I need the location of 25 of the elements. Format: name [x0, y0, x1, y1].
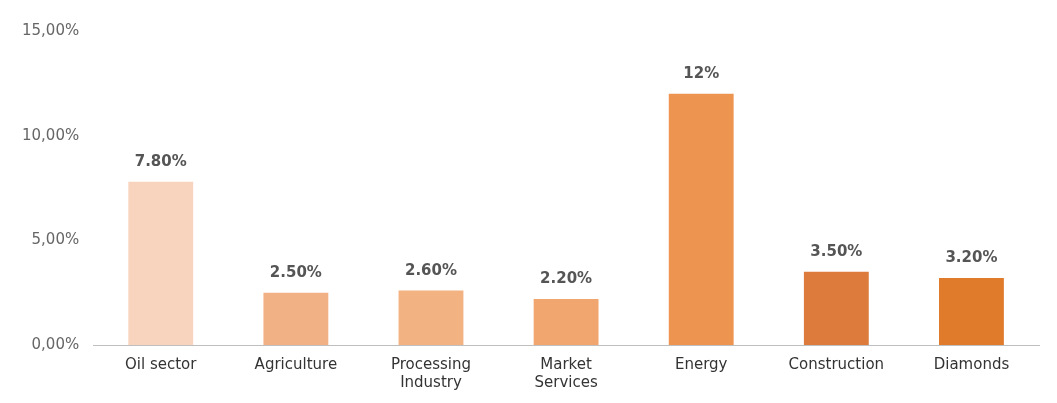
y-tick-label: 5,00% [31, 230, 80, 249]
y-tick-label: 15,00% [21, 20, 80, 39]
x-tick-label: Processing Industry [390, 354, 472, 391]
x-tick-label: Agriculture [254, 354, 338, 373]
data-label: 2.60% [404, 260, 458, 279]
bar [128, 181, 194, 345]
x-tick-label: Market Services [534, 354, 598, 391]
bar [803, 271, 869, 345]
x-tick-label: Construction [788, 354, 885, 373]
data-label: 2.50% [269, 263, 322, 282]
data-label: 3.20% [945, 248, 998, 267]
data-label: 3.50% [810, 242, 863, 261]
y-tick-label: 10,00% [21, 125, 80, 144]
bar [398, 290, 464, 345]
data-label: 2.20% [540, 269, 593, 288]
x-tick-label: Energy [674, 354, 728, 373]
data-label: 7.80% [134, 152, 187, 171]
bar [668, 93, 734, 345]
x-tick-label: Oil sector [125, 354, 198, 373]
bar [939, 278, 1004, 345]
data-label: 12% [683, 64, 720, 83]
bar [533, 298, 599, 345]
y-tick-label: 0,00% [31, 334, 80, 353]
x-tick-label: Diamonds [933, 354, 1010, 373]
bar [263, 292, 329, 345]
